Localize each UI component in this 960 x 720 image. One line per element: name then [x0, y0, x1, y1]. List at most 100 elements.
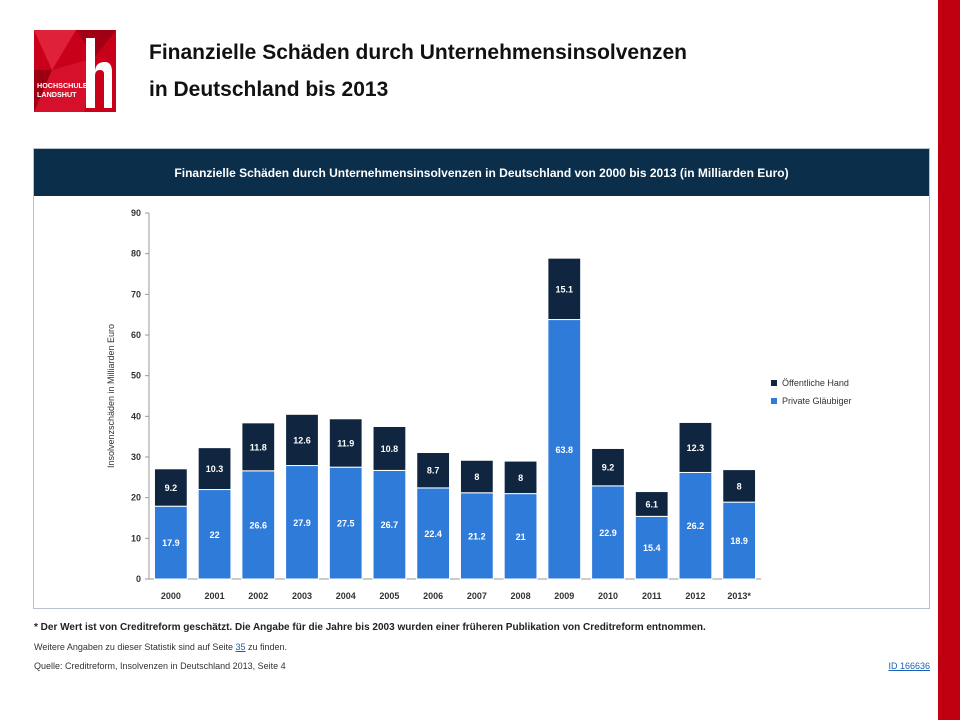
y-tick-label: 30 — [131, 452, 141, 462]
more-info-suffix: zu finden. — [245, 642, 287, 652]
data-label: 15.1 — [556, 284, 574, 294]
y-tick-label: 20 — [131, 493, 141, 503]
legend-label: Private Gläubiger — [782, 396, 852, 406]
y-tick-label: 50 — [131, 371, 141, 381]
bar-public — [547, 257, 582, 321]
x-tick-label: 2003 — [292, 591, 312, 601]
data-label: 27.9 — [293, 518, 311, 528]
x-tick-label: 2002 — [248, 591, 268, 601]
bar-private — [372, 469, 407, 580]
bar-public — [241, 422, 276, 472]
data-label: 22 — [210, 530, 220, 540]
source-note: Quelle: Creditreform, Insolvenzen in Deu… — [34, 661, 286, 671]
data-label: 11.8 — [250, 442, 267, 452]
data-label: 26.2 — [687, 521, 705, 531]
y-tick-label: 0 — [136, 574, 141, 584]
y-axis-title: Insolvenzschäden in Milliarden Euro — [106, 324, 116, 468]
y-tick-label: 70 — [131, 289, 141, 299]
bar-private — [416, 487, 451, 580]
bar-public — [285, 413, 319, 467]
more-info-page-link[interactable]: 35 — [235, 642, 246, 652]
logo-text-line2: LANDSHUT — [37, 90, 77, 99]
bar-public — [197, 447, 232, 491]
bar-private — [153, 505, 188, 580]
y-tick-label: 80 — [131, 249, 141, 259]
bar-public — [722, 469, 757, 503]
data-label: 10.3 — [206, 464, 224, 474]
data-label: 9.2 — [165, 483, 178, 493]
accent-bar — [938, 0, 960, 720]
bar-private — [241, 470, 276, 580]
bar-public — [459, 459, 494, 494]
y-tick-label: 90 — [131, 208, 141, 218]
slide-title-line2: in Deutschland bis 2013 — [149, 78, 389, 101]
data-label: 22.9 — [599, 528, 617, 538]
bar-public — [153, 468, 188, 507]
chart-header: Finanzielle Schäden durch Unternehmensin… — [34, 149, 929, 196]
bar-public — [634, 491, 669, 517]
legend-label: Öffentliche Hand — [782, 378, 849, 388]
more-info-note: Weitere Angaben zu dieser Statistik sind… — [34, 642, 287, 652]
bar-public — [503, 460, 538, 495]
x-tick-label: 2007 — [467, 591, 487, 601]
x-tick-label: 2006 — [423, 591, 443, 601]
data-label: 8 — [518, 473, 523, 483]
data-label: 9.2 — [602, 463, 615, 473]
slide-title-line1: Finanzielle Schäden durch Unternehmensin… — [149, 41, 687, 64]
footnote: * Der Wert ist von Creditreform geschätz… — [34, 622, 706, 633]
slide-title: Finanzielle Schäden durch Unternehmensin… — [149, 34, 687, 108]
logo-text-line1: HOCHSCHULE — [37, 81, 88, 90]
legend-swatch — [771, 398, 777, 404]
data-label: 10.8 — [381, 444, 399, 454]
data-label: 27.5 — [337, 519, 355, 529]
legend-swatch — [771, 380, 777, 386]
data-label: 12.6 — [293, 435, 311, 445]
chart-title: Finanzielle Schäden durch Unternehmensin… — [174, 165, 789, 180]
y-tick-label: 40 — [131, 411, 141, 421]
chart-frame: Finanzielle Schäden durch Unternehmensin… — [33, 148, 930, 609]
bar-public — [328, 418, 363, 468]
data-label: 11.9 — [337, 438, 354, 448]
data-label: 15.4 — [643, 543, 661, 553]
more-info-prefix: Weitere Angaben zu dieser Statistik sind… — [34, 642, 236, 652]
bar-private — [591, 485, 625, 580]
bar-public — [591, 447, 625, 487]
x-tick-label: 2004 — [336, 591, 356, 601]
bar-private — [285, 465, 319, 580]
x-tick-label: 2013* — [727, 591, 751, 601]
data-label: 12.3 — [687, 443, 705, 453]
x-tick-label: 2005 — [379, 591, 399, 601]
data-label: 8 — [737, 481, 742, 491]
data-label: 8 — [474, 472, 479, 482]
stacked-bar-chart: 0 10 20 30 40 50 60 70 80 90 Insolvenzschäden in M… — [106, 208, 852, 601]
x-tick-label: 2012 — [685, 591, 705, 601]
bar-private — [328, 466, 363, 580]
y-tick-label: 10 — [131, 533, 141, 543]
x-tick-label: 2009 — [554, 591, 574, 601]
data-label: 21 — [516, 532, 526, 542]
bar-private — [678, 471, 713, 580]
data-label: 18.9 — [730, 536, 748, 546]
hochschule-landshut-logo: HOCHSCHULE LANDSHUT — [34, 30, 116, 112]
bar-private — [547, 319, 582, 580]
bar-private — [197, 489, 232, 580]
data-label: 26.6 — [250, 520, 268, 530]
bar-public — [416, 452, 451, 489]
x-tick-label: 2000 — [161, 591, 181, 601]
x-tick-label: 2011 — [642, 591, 662, 601]
x-tick-label: 2010 — [598, 591, 618, 601]
x-tick-label: 2001 — [205, 591, 225, 601]
statistic-id-link[interactable]: ID 166636 — [888, 661, 930, 671]
x-tick-label: 2008 — [511, 591, 531, 601]
y-tick-label: 60 — [131, 330, 141, 340]
data-label: 8.7 — [427, 466, 440, 476]
bar-public — [372, 426, 407, 471]
data-label: 22.4 — [424, 529, 442, 539]
bar-private — [503, 493, 538, 580]
data-label: 21.2 — [468, 531, 486, 541]
data-label: 26.7 — [381, 520, 399, 530]
data-label: 17.9 — [162, 538, 180, 548]
data-label: 63.8 — [556, 445, 574, 455]
data-label: 6.1 — [645, 499, 658, 509]
bar-public — [678, 421, 713, 473]
